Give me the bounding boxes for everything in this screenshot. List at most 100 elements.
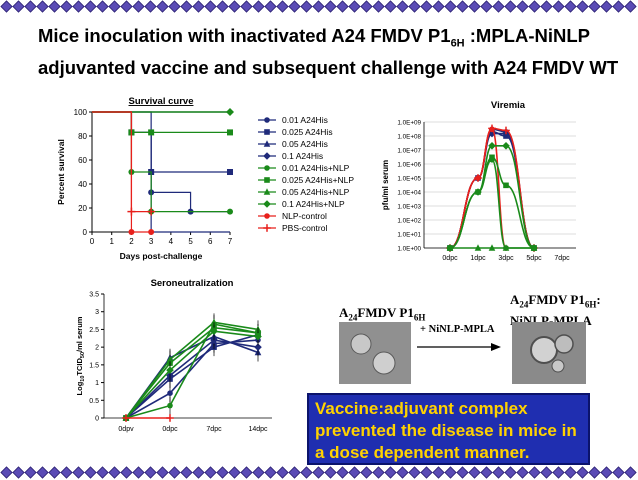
y-tick-label: 0 bbox=[83, 228, 88, 237]
border-diamond bbox=[384, 0, 397, 13]
border-diamond bbox=[216, 466, 229, 479]
viremia-chart: Viremia 1.0E+00 1.0E+01 1.0E+02 1.0E+03 1.0E+… bbox=[381, 100, 576, 262]
em-left-label: A24FMDV P16H bbox=[339, 305, 426, 323]
border-diamond bbox=[504, 0, 517, 13]
data-point bbox=[166, 366, 174, 374]
em-arrow bbox=[415, 340, 503, 352]
border-diamond bbox=[132, 0, 145, 13]
x-tick-label: 14dpc bbox=[248, 426, 268, 433]
border-diamond bbox=[180, 0, 193, 13]
data-point bbox=[263, 200, 271, 208]
title-line2: adjuvanted vaccine and subsequent challe… bbox=[38, 56, 619, 78]
data-point bbox=[127, 207, 136, 216]
bottom-border-decoration bbox=[0, 466, 638, 480]
border-diamond bbox=[192, 0, 205, 13]
legend-label: 0.1 A24His bbox=[282, 151, 323, 161]
data-point bbox=[489, 156, 495, 163]
y-tick-label: 1.0E+08 bbox=[397, 134, 421, 141]
x-tick-label: 3dpc bbox=[498, 255, 514, 262]
title-line1-pre: Mice inoculation with inactivated A24 FM… bbox=[38, 25, 451, 46]
x-tick-label: 0 bbox=[90, 237, 95, 246]
series-line bbox=[125, 333, 259, 419]
border-diamond bbox=[72, 466, 85, 479]
legend-label: 0.05 A24His bbox=[282, 139, 328, 149]
series-line bbox=[125, 339, 259, 419]
border-diamond bbox=[252, 0, 265, 13]
border-diamond bbox=[516, 466, 529, 479]
data-point bbox=[475, 189, 481, 195]
data-point bbox=[167, 402, 173, 409]
border-diamond bbox=[336, 0, 349, 13]
border-diamond bbox=[480, 0, 493, 13]
border-diamond bbox=[180, 466, 193, 479]
border-diamond bbox=[240, 466, 253, 479]
border-diamond bbox=[624, 0, 637, 13]
y-tick-label: 1.0E+09 bbox=[397, 120, 421, 127]
border-diamond bbox=[348, 466, 361, 479]
border-diamond bbox=[468, 0, 481, 13]
border-diamond bbox=[312, 0, 325, 13]
series-line bbox=[125, 323, 259, 419]
y-tick-label: 0 bbox=[95, 416, 99, 423]
border-diamond bbox=[276, 466, 289, 479]
data-point bbox=[264, 117, 270, 123]
border-diamond bbox=[516, 0, 529, 13]
chart-title: Viremia bbox=[491, 100, 526, 111]
border-diamond bbox=[540, 0, 553, 13]
border-diamond bbox=[312, 466, 325, 479]
border-diamond bbox=[144, 0, 157, 13]
border-diamond bbox=[564, 466, 577, 479]
border-diamond bbox=[36, 466, 49, 479]
legend-label: 0.05 A24His+NLP bbox=[282, 187, 350, 197]
border-diamond bbox=[252, 466, 265, 479]
border-diamond bbox=[576, 0, 589, 13]
em-image-virus bbox=[339, 322, 411, 384]
y-tick-label: 3 bbox=[95, 309, 99, 316]
border-diamond bbox=[348, 0, 361, 13]
y-tick-label: 80 bbox=[78, 132, 87, 141]
y-tick-label: 20 bbox=[78, 204, 87, 213]
border-diamond bbox=[396, 0, 409, 13]
legend-label: PBS-control bbox=[282, 223, 327, 233]
border-diamond bbox=[36, 0, 49, 13]
legend-label: 0.01 A24His+NLP bbox=[282, 163, 350, 173]
seroneutralization-chart: Seroneutralization 0 0.5 1 1.5 2 2.5 3 3.5 0dpv 0d… bbox=[75, 278, 272, 433]
title-line1-sub: 6H bbox=[450, 37, 465, 50]
y-tick-label: 1 bbox=[95, 380, 99, 387]
border-diamond bbox=[168, 466, 181, 479]
data-point bbox=[530, 244, 538, 251]
border-diamond bbox=[24, 0, 37, 13]
border-diamond bbox=[444, 0, 457, 13]
data-point bbox=[446, 244, 454, 251]
em-image-virus-adjuvant bbox=[512, 322, 586, 384]
x-axis-label: Days post-challenge bbox=[120, 251, 203, 261]
border-diamond bbox=[444, 466, 457, 479]
border-diamond bbox=[0, 466, 13, 479]
border-diamond bbox=[504, 466, 517, 479]
y-axis-label: Log10TCID50/ml serum bbox=[75, 316, 86, 395]
data-point bbox=[264, 213, 270, 219]
border-diamond bbox=[12, 0, 25, 13]
border-diamond bbox=[108, 0, 121, 13]
border-diamond bbox=[84, 0, 97, 13]
top-border-decoration bbox=[0, 0, 638, 14]
y-axis-label: Percent survival bbox=[56, 139, 66, 205]
border-diamond bbox=[360, 466, 373, 479]
series-line bbox=[92, 111, 230, 134]
series-line bbox=[125, 326, 259, 419]
border-diamond bbox=[360, 0, 373, 13]
border-diamond bbox=[60, 0, 73, 13]
legend-label: 0.1 A24His+NLP bbox=[282, 199, 345, 209]
border-diamond bbox=[492, 466, 505, 479]
border-diamond bbox=[156, 466, 169, 479]
x-tick-label: 0dpc bbox=[442, 255, 458, 262]
border-diamond bbox=[72, 0, 85, 13]
border-diamond bbox=[336, 466, 349, 479]
border-diamond bbox=[432, 0, 445, 13]
y-tick-label: 1.0E+07 bbox=[397, 148, 421, 155]
legend-label: NLP-control bbox=[282, 211, 327, 221]
series-line bbox=[92, 111, 230, 213]
legend-label: 0.025 A24His+NLP bbox=[282, 175, 354, 185]
border-diamond bbox=[564, 0, 577, 13]
border-diamond bbox=[408, 0, 421, 13]
